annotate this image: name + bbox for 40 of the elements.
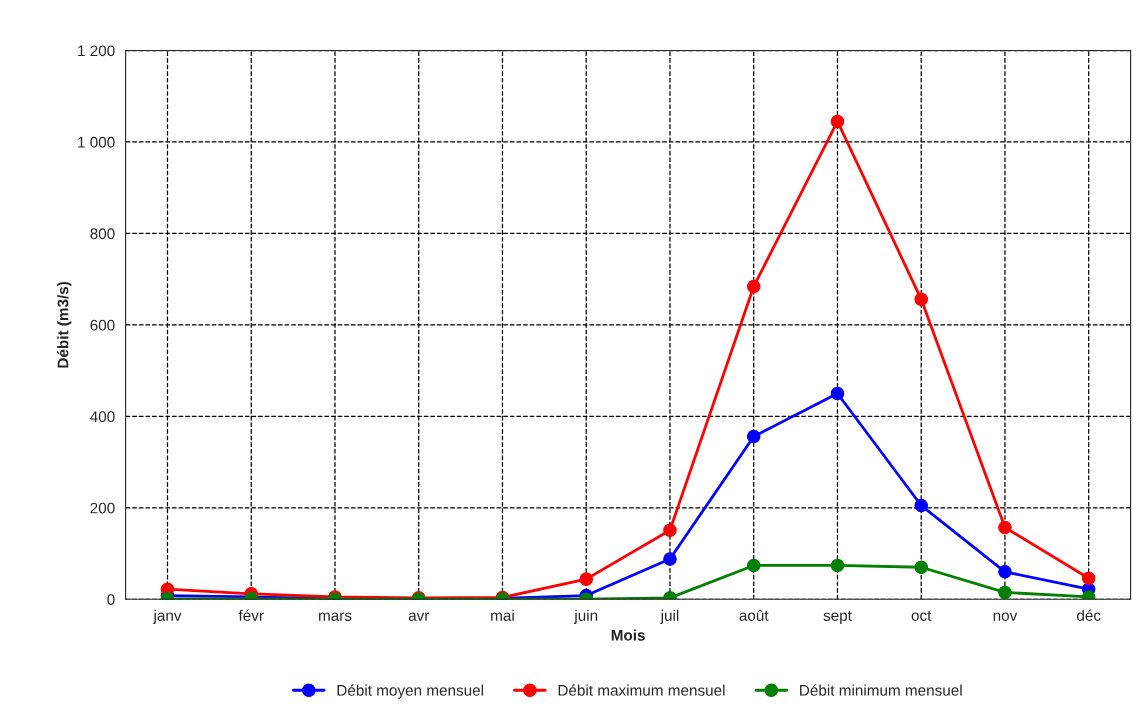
y-tick-label: 600: [90, 319, 115, 331]
x-tick-label: oct: [911, 610, 932, 621]
y-tick-label: 0: [107, 594, 115, 605]
point: [830, 386, 845, 401]
y-tick-label: 800: [90, 228, 115, 240]
legend-label: Débit minimum mensuel: [800, 684, 962, 696]
x-tick-label: sept: [823, 610, 852, 624]
x-tick-label: janv: [153, 609, 182, 624]
point: [998, 565, 1012, 579]
point: [830, 114, 845, 129]
point: [663, 552, 677, 566]
point: [663, 523, 677, 537]
x-tick-label: juil: [660, 609, 679, 624]
point: [998, 520, 1012, 535]
x-tick-label: févr: [238, 609, 264, 621]
point: [746, 429, 761, 444]
x-tick-label: août: [739, 609, 769, 621]
point: [579, 572, 593, 586]
x-tick-label: mars: [319, 612, 352, 621]
point: [998, 585, 1012, 600]
point: [746, 279, 761, 294]
x-tick-label: juin: [573, 609, 598, 624]
legend-label: Débit maximum mensuel: [558, 684, 725, 696]
y-tick-label: 1 200: [78, 45, 115, 57]
x-axis-title: Mois: [611, 629, 645, 641]
point: [914, 498, 928, 513]
legend-label: Débit moyen mensuel: [337, 684, 484, 699]
point: [914, 560, 928, 575]
point: [1081, 571, 1096, 585]
x-tick-label: avr: [408, 612, 430, 621]
y-tick-label: 1 000: [78, 136, 115, 148]
y-tick-label: 200: [90, 502, 115, 514]
point: [830, 558, 845, 573]
x-tick-label: déc: [1077, 609, 1101, 621]
x-tick-label: nov: [993, 612, 1018, 621]
y-axis-title: Débit (m3/s): [57, 281, 72, 368]
x-tick-label: mai: [491, 609, 514, 621]
y-tick-label: 400: [90, 411, 115, 423]
point: [746, 558, 761, 573]
point: [914, 292, 928, 307]
